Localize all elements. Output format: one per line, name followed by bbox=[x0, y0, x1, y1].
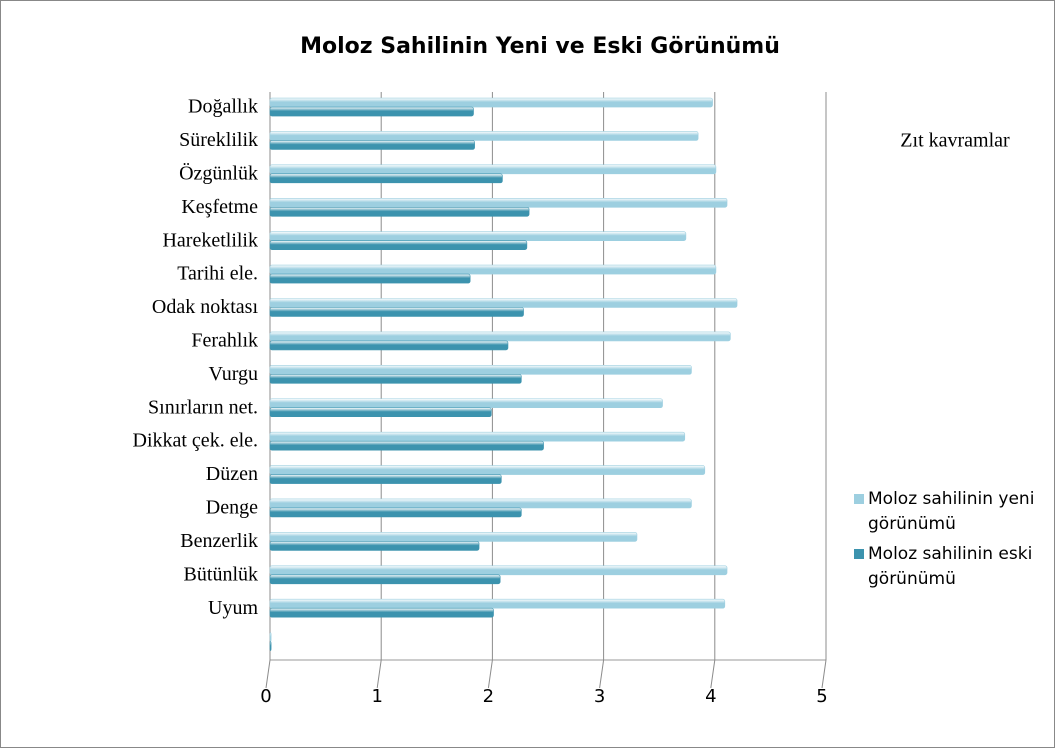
bar bbox=[269, 173, 503, 184]
bar bbox=[269, 574, 501, 585]
bar bbox=[269, 197, 728, 208]
x-tick-label: 3 bbox=[594, 686, 605, 707]
y-tick-label: Keşfetme bbox=[181, 196, 258, 218]
y-tick-label: Tarihi ele. bbox=[177, 263, 258, 285]
y-tick-label: Özgünlük bbox=[179, 161, 258, 184]
bar bbox=[269, 474, 502, 484]
bar bbox=[269, 106, 474, 117]
x-tick-label: 0 bbox=[260, 686, 271, 707]
legend-label: Moloz sahilinin yeni görünümü bbox=[868, 489, 1035, 534]
x-tick-label: 5 bbox=[816, 686, 827, 707]
bar bbox=[269, 598, 726, 609]
bar bbox=[269, 231, 687, 241]
bar bbox=[269, 307, 524, 317]
y-tick-label: Düzen bbox=[206, 463, 258, 485]
y-tick-label: Ferahlık bbox=[191, 330, 258, 352]
tick-mark bbox=[821, 659, 827, 689]
y-tick-label: Denge bbox=[206, 497, 258, 519]
y-tick-label: Bütünlük bbox=[184, 563, 258, 585]
bar bbox=[269, 541, 480, 551]
bar bbox=[269, 440, 544, 451]
tick-mark bbox=[599, 659, 605, 689]
tick-mark bbox=[710, 659, 716, 689]
x-tick-label: 4 bbox=[705, 686, 716, 707]
bar bbox=[269, 632, 272, 642]
bar bbox=[269, 641, 272, 651]
bar bbox=[269, 164, 717, 175]
y-tick-label: Odak noktası bbox=[152, 296, 259, 318]
legend-swatch bbox=[854, 549, 864, 559]
x-tick-label: 1 bbox=[371, 686, 382, 707]
bar bbox=[269, 374, 522, 384]
y-tick-label: Doğallık bbox=[188, 96, 258, 118]
tick-mark bbox=[487, 659, 493, 689]
bar bbox=[269, 131, 699, 141]
bar bbox=[269, 498, 692, 509]
tick-mark bbox=[265, 659, 271, 689]
bar bbox=[269, 431, 686, 442]
bar bbox=[269, 532, 638, 542]
legend-swatch bbox=[854, 494, 864, 504]
bar bbox=[269, 140, 475, 150]
legend-label: Moloz sahilinin eski görünümü bbox=[868, 544, 1033, 589]
bar bbox=[269, 398, 663, 409]
bar bbox=[269, 298, 738, 308]
bar bbox=[269, 340, 509, 351]
bar bbox=[269, 607, 494, 618]
bar bbox=[269, 240, 528, 250]
y-tick-label: Vurgu bbox=[208, 363, 258, 385]
y-tick-label: Benzerlik bbox=[180, 530, 258, 552]
bar bbox=[269, 97, 713, 108]
y-tick-label: Dikkat çek. ele. bbox=[133, 430, 259, 452]
legend-entry: Moloz sahilinin eski görünümü bbox=[854, 542, 1048, 592]
y-tick-label: Hareketlilik bbox=[162, 229, 258, 251]
bar bbox=[269, 365, 692, 375]
bar bbox=[269, 565, 728, 576]
y-tick-label: Süreklilik bbox=[179, 129, 258, 151]
bar bbox=[269, 273, 471, 284]
legend-title: Zıt kavramlar bbox=[900, 130, 1010, 152]
bar bbox=[269, 407, 492, 418]
bar bbox=[269, 206, 530, 217]
bar bbox=[269, 264, 717, 275]
tick-mark bbox=[376, 659, 382, 689]
x-tick-label: 2 bbox=[483, 686, 494, 707]
y-tick-label: Uyum bbox=[208, 597, 258, 619]
bar bbox=[269, 507, 522, 518]
y-tick-label: Sınırların net. bbox=[148, 396, 258, 418]
chart-title: Moloz Sahilinin Yeni ve Eski Görünümü bbox=[300, 34, 780, 59]
legend-entry: Moloz sahilinin yeni görünümü bbox=[854, 487, 1048, 537]
bar bbox=[269, 465, 706, 475]
bar bbox=[269, 331, 731, 342]
